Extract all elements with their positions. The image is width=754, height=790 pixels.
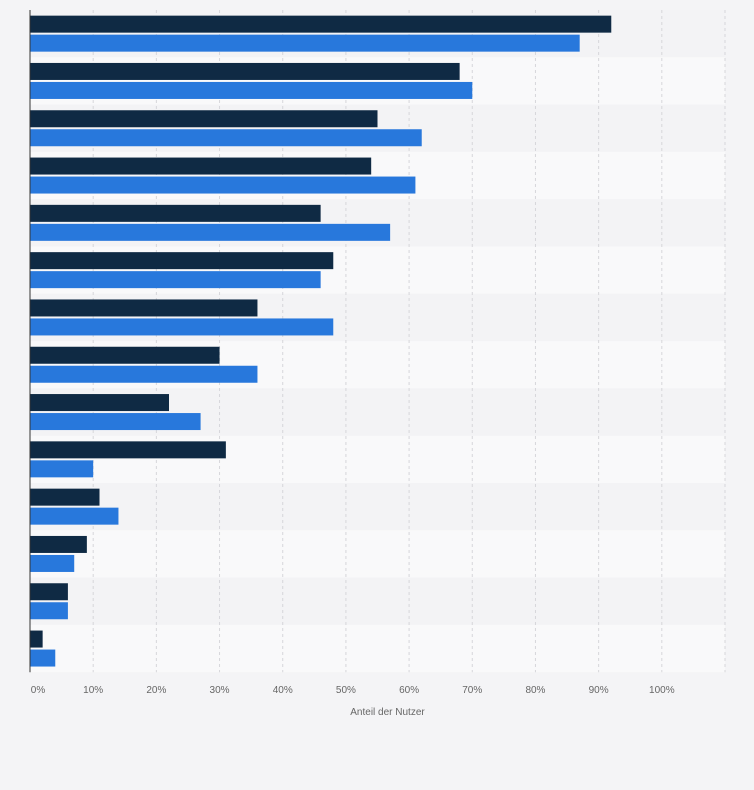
x-tick-label: 90% xyxy=(589,685,609,696)
row-band xyxy=(30,530,725,578)
bar-series-1-row-12 xyxy=(30,535,87,553)
bar-series-2-row-9 xyxy=(30,413,201,431)
x-axis-title: Anteil der Nutzer xyxy=(350,707,425,718)
bar-series-1-row-10 xyxy=(30,441,226,459)
row-bands xyxy=(30,10,725,673)
bar-series-1-row-13 xyxy=(30,583,68,601)
row-band xyxy=(30,483,725,531)
x-tick-label: 10% xyxy=(83,685,103,696)
bar-series-1-row-9 xyxy=(30,394,169,412)
x-tick-label: 70% xyxy=(462,685,482,696)
bar-series-2-row-11 xyxy=(30,507,119,525)
bar-series-2-row-1 xyxy=(30,34,580,52)
bar-series-2-row-5 xyxy=(30,223,391,241)
bar-series-2-row-6 xyxy=(30,271,321,289)
bar-series-2-row-3 xyxy=(30,129,422,147)
bar-series-1-row-5 xyxy=(30,204,321,222)
x-tick-label: 50% xyxy=(336,685,356,696)
x-tick-label: 80% xyxy=(525,685,545,696)
bar-series-1-row-7 xyxy=(30,299,258,317)
bar-series-1-row-14 xyxy=(30,630,43,648)
x-tick-label: 40% xyxy=(273,685,293,696)
x-tick-label: 100% xyxy=(649,685,675,696)
x-tick-label: 0% xyxy=(31,685,46,696)
bar-series-2-row-7 xyxy=(30,318,334,336)
bar-series-1-row-1 xyxy=(30,15,612,33)
row-band xyxy=(30,624,725,673)
bar-series-2-row-12 xyxy=(30,554,75,572)
bar-series-1-row-8 xyxy=(30,346,220,364)
bar-series-1-row-6 xyxy=(30,252,334,270)
bar-series-1-row-4 xyxy=(30,157,372,175)
bar-series-2-row-2 xyxy=(30,81,473,99)
bar-series-2-row-13 xyxy=(30,602,68,620)
x-tick-label: 20% xyxy=(146,685,166,696)
x-tick-label: 30% xyxy=(210,685,230,696)
bar-series-2-row-8 xyxy=(30,365,258,383)
bar-series-1-row-11 xyxy=(30,488,100,506)
bar-series-2-row-10 xyxy=(30,460,94,478)
x-tick-label: 60% xyxy=(399,685,419,696)
bar-series-1-row-2 xyxy=(30,62,460,80)
bar-series-2-row-4 xyxy=(30,176,416,194)
bars xyxy=(30,15,612,667)
bar-series-1-row-3 xyxy=(30,110,378,128)
bar-series-2-row-14 xyxy=(30,649,56,667)
row-band xyxy=(30,577,725,625)
x-axis-ticks: 0% 10% 20% 30% 40% 50% 60% 70% 80% 90% 100% xyxy=(31,685,675,696)
